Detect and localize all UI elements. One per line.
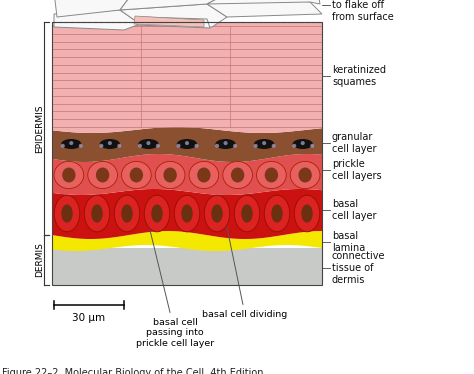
Text: prickle
cell layers: prickle cell layers xyxy=(332,159,382,181)
Text: basal
cell layer: basal cell layer xyxy=(332,199,376,221)
Ellipse shape xyxy=(294,195,320,232)
Polygon shape xyxy=(52,231,322,251)
Polygon shape xyxy=(120,4,227,27)
Text: DERMIS: DERMIS xyxy=(36,243,45,278)
Ellipse shape xyxy=(146,141,150,145)
Polygon shape xyxy=(207,0,320,4)
Ellipse shape xyxy=(151,204,163,223)
Ellipse shape xyxy=(69,141,73,145)
Polygon shape xyxy=(52,154,322,195)
Ellipse shape xyxy=(118,144,121,148)
Ellipse shape xyxy=(144,195,170,232)
Ellipse shape xyxy=(61,139,82,149)
Text: EPIDERMIS: EPIDERMIS xyxy=(36,104,45,153)
Ellipse shape xyxy=(211,204,223,223)
Ellipse shape xyxy=(121,162,151,188)
Polygon shape xyxy=(52,127,322,162)
Ellipse shape xyxy=(301,141,305,145)
Ellipse shape xyxy=(292,139,313,149)
Ellipse shape xyxy=(79,144,83,148)
Text: 30 μm: 30 μm xyxy=(73,313,106,323)
Ellipse shape xyxy=(177,139,197,149)
Ellipse shape xyxy=(176,144,181,148)
Ellipse shape xyxy=(138,139,159,149)
Ellipse shape xyxy=(114,195,140,232)
Ellipse shape xyxy=(299,168,312,183)
Ellipse shape xyxy=(233,144,237,148)
Ellipse shape xyxy=(185,141,189,145)
Ellipse shape xyxy=(271,204,283,223)
Ellipse shape xyxy=(155,162,185,188)
Polygon shape xyxy=(207,0,322,17)
Ellipse shape xyxy=(138,144,142,148)
Polygon shape xyxy=(134,16,204,27)
Ellipse shape xyxy=(215,144,219,148)
Ellipse shape xyxy=(96,168,109,183)
Ellipse shape xyxy=(231,168,244,183)
Ellipse shape xyxy=(156,144,160,148)
Polygon shape xyxy=(54,10,140,30)
Bar xyxy=(52,22,322,285)
Ellipse shape xyxy=(234,195,260,232)
Ellipse shape xyxy=(290,162,320,188)
Ellipse shape xyxy=(264,195,290,232)
Ellipse shape xyxy=(88,162,118,188)
Ellipse shape xyxy=(130,168,143,183)
Ellipse shape xyxy=(108,141,112,145)
Text: granular
cell layer: granular cell layer xyxy=(332,132,376,154)
Text: connective
tissue of
dermis: connective tissue of dermis xyxy=(332,251,385,285)
Polygon shape xyxy=(52,189,322,239)
Ellipse shape xyxy=(54,195,80,232)
Text: basal
lamina: basal lamina xyxy=(332,231,365,253)
Ellipse shape xyxy=(61,144,65,148)
Polygon shape xyxy=(52,22,322,133)
Ellipse shape xyxy=(197,168,210,183)
Text: basal cell
passing into
prickle cell layer: basal cell passing into prickle cell lay… xyxy=(136,225,214,348)
Ellipse shape xyxy=(272,144,276,148)
Ellipse shape xyxy=(100,139,120,149)
Ellipse shape xyxy=(194,144,199,148)
Bar xyxy=(52,248,322,285)
Ellipse shape xyxy=(121,204,133,223)
Ellipse shape xyxy=(164,168,177,183)
Ellipse shape xyxy=(292,144,296,148)
Ellipse shape xyxy=(62,168,75,183)
Polygon shape xyxy=(137,17,210,28)
Ellipse shape xyxy=(256,162,286,188)
Ellipse shape xyxy=(241,204,253,223)
Ellipse shape xyxy=(54,162,84,188)
Ellipse shape xyxy=(189,162,219,188)
Text: keratinized
squames: keratinized squames xyxy=(332,65,386,87)
Text: squame about
to flake off
from surface: squame about to flake off from surface xyxy=(332,0,402,22)
Text: basal cell dividing: basal cell dividing xyxy=(202,221,288,319)
Polygon shape xyxy=(120,0,230,10)
Polygon shape xyxy=(54,0,132,17)
Ellipse shape xyxy=(204,195,230,232)
Ellipse shape xyxy=(254,139,274,149)
Ellipse shape xyxy=(301,204,313,223)
Ellipse shape xyxy=(100,144,103,148)
Ellipse shape xyxy=(264,168,278,183)
Ellipse shape xyxy=(174,195,200,232)
Ellipse shape xyxy=(224,141,228,145)
Ellipse shape xyxy=(262,141,266,145)
Ellipse shape xyxy=(215,139,236,149)
Text: Figure 22–2. Molecular Biology of the Cell, 4th Edition.: Figure 22–2. Molecular Biology of the Ce… xyxy=(2,368,266,374)
Ellipse shape xyxy=(61,204,73,223)
Ellipse shape xyxy=(181,204,193,223)
Ellipse shape xyxy=(254,144,258,148)
Ellipse shape xyxy=(84,195,110,232)
Ellipse shape xyxy=(310,144,314,148)
Ellipse shape xyxy=(223,162,253,188)
Ellipse shape xyxy=(91,204,103,223)
